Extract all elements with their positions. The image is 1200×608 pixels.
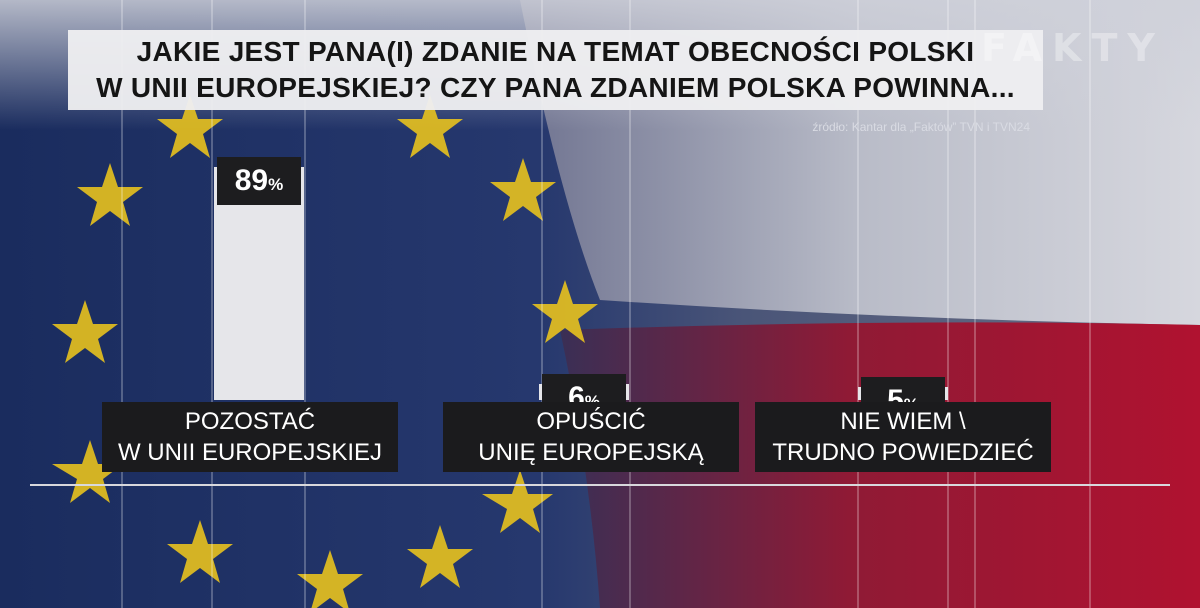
bar-1	[214, 166, 304, 400]
source-note: źródło: Kantar dla „Faktów” TVN i TVN24	[812, 120, 1030, 134]
category-label-line: W UNII EUROPEJSKIEJ	[117, 439, 383, 466]
category-label-1: POZOSTAĆ W UNII EUROPEJSKIEJ	[102, 402, 398, 472]
chart-title-line-2: W UNII EUROPEJSKIEJ? CZY PANA ZDANIEM PO…	[96, 72, 1015, 103]
chart-title-box: JAKIE JEST PANA(I) ZDANIE NA TEMAT OBECN…	[68, 30, 1043, 110]
category-label-line: OPUŚCIĆ	[536, 408, 646, 435]
chart-title-line-1: JAKIE JEST PANA(I) ZDANIE NA TEMAT OBECN…	[136, 36, 975, 67]
category-label-3: NIE WIEM \ TRUDNO POWIEDZIEĆ	[755, 402, 1051, 472]
category-label-line: POZOSTAĆ	[184, 408, 316, 435]
value-number: 89	[234, 163, 269, 197]
category-label-line: UNIĘ EUROPEJSKĄ	[478, 439, 704, 466]
category-label-2: OPUŚCIĆ UNIĘ EUROPEJSKĄ	[443, 402, 739, 472]
category-label-line: NIE WIEM \	[840, 408, 966, 435]
fakty-logo: FAKTY	[981, 26, 1165, 70]
value-unit: %	[268, 174, 284, 194]
category-label-line: TRUDNO POWIEDZIEĆ	[772, 439, 1034, 466]
value-label-1: 89%	[217, 156, 301, 205]
chart-baseline	[30, 484, 1170, 486]
